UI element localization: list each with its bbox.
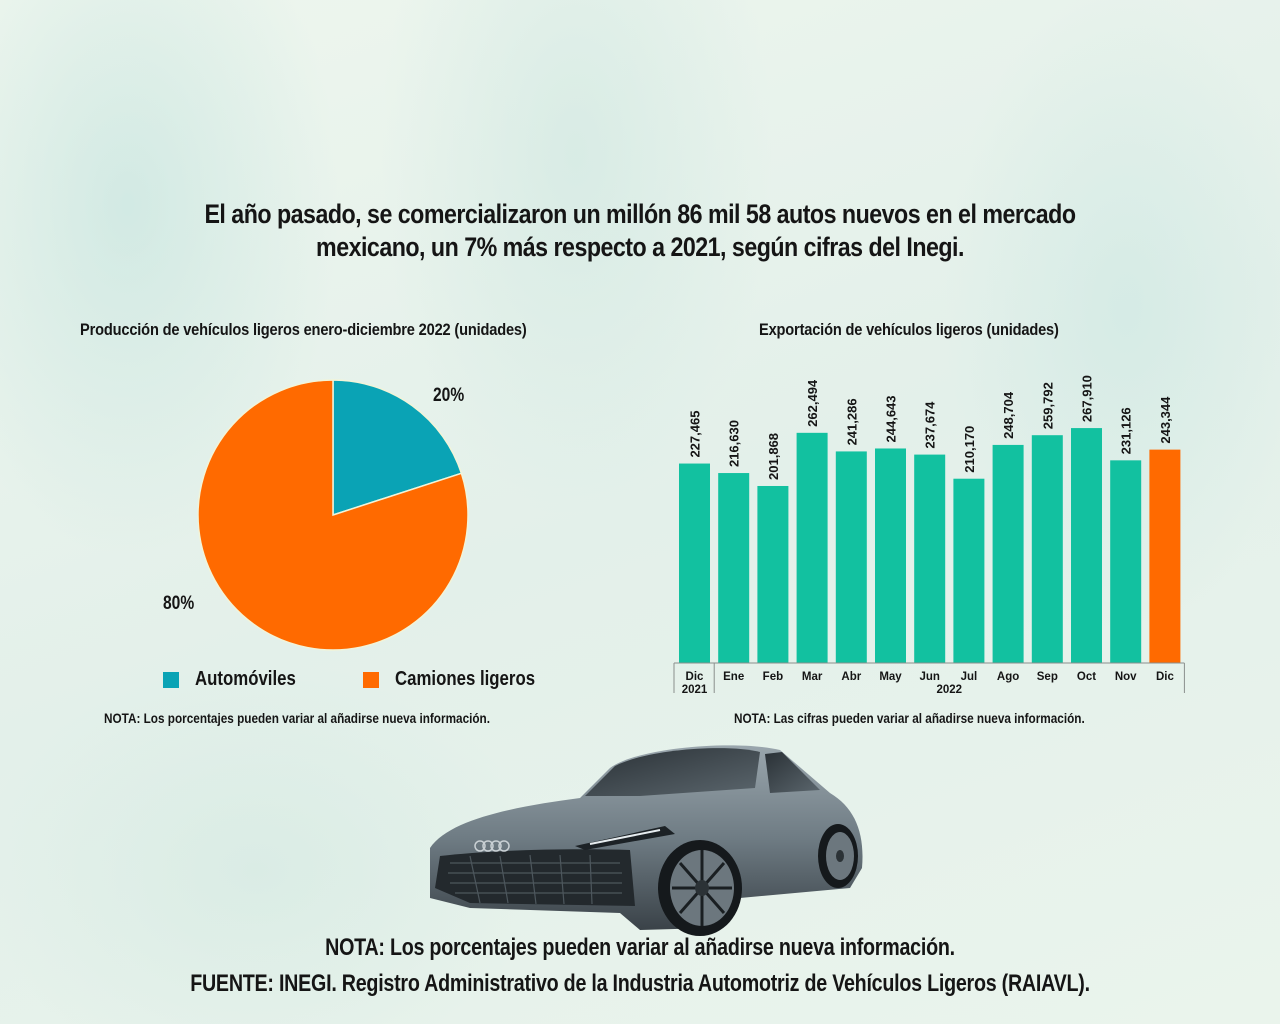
legend-swatch-orange [363,671,380,688]
footer-note: NOTA: Los porcentajes pueden variar al a… [325,934,955,961]
bar-11 [1110,460,1142,663]
bar-note: NOTA: Las cifras pueden variar al añadir… [734,710,1085,726]
bar-value-label: 210,170 [962,426,977,473]
bar-value-label: 201,868 [766,433,781,480]
car-wheel-front [658,840,742,936]
bar-4 [835,451,867,663]
bar-chart: 227,465 Dic 216,630 Ene 201,868 Feb 262,494 Mar… [673,375,1185,696]
footer-source: FUENTE: INEGI. Registro Administrativo d… [190,970,1090,997]
x-tick-label: Ago [997,671,1019,683]
bar-9 [1031,435,1063,663]
legend-item-camiones: Camiones ligeros [363,668,562,691]
bar-value-label: 267,910 [1080,375,1095,422]
x-tick-label: Jul [961,671,978,683]
legend-label: Automóviles [195,668,296,690]
pie-legend: Automóviles Camiones ligeros [163,668,600,691]
x-tick-label: May [879,671,902,683]
bar-value-label: 262,494 [805,379,820,427]
pie-label-camiones: 80% [163,593,195,614]
bar-value-label: 231,126 [1119,407,1134,454]
pie-note: NOTA: Los porcentajes pueden variar al a… [104,710,491,726]
x-tick-label: Ene [723,671,744,683]
bar-value-label: 259,792 [1040,382,1055,429]
pie-slice-autom-viles [332,379,463,517]
bar-8 [992,444,1024,663]
year-group-label: 2021 [682,684,708,696]
car-photo [430,745,863,936]
legend-item-automoviles: Automóviles [163,668,315,691]
legend-swatch-teal [163,671,179,688]
x-tick-label: Dic [686,671,705,683]
bar-value-label: 241,286 [844,398,859,445]
headline: El año pasado, se comercializaron un mil… [204,199,1076,262]
bar-7 [953,478,985,663]
bar-0 [679,463,710,663]
x-tick-label: Abr [841,671,861,683]
pie-chart-title: Producción de vehículos ligeros enero-di… [80,320,527,339]
bar-chart-title: Exportación de vehículos ligeros (unidad… [759,320,1059,339]
car-logo [474,840,510,852]
bar-10 [1071,428,1102,663]
x-tick-label: Dic [1156,671,1175,683]
footer: NOTA: Los porcentajes pueden variar al a… [0,930,1280,1002]
bar-value-label: 243,344 [1158,396,1173,444]
bar-value-label: 216,630 [727,420,742,467]
x-tick-label: Mar [802,671,823,683]
bar-12 [1149,449,1181,663]
x-tick-label: Jun [919,671,939,683]
car-body [430,745,863,930]
legend-label: Camiones ligeros [395,668,536,690]
x-tick-label: Feb [763,671,783,683]
pie-slice-camiones-ligeros [197,379,469,651]
bar-3 [796,432,828,663]
x-tick-label: Sep [1037,671,1058,683]
bar-1 [718,473,750,663]
pie-label-automoviles: 20% [433,385,465,406]
year-group-label: 2022 [937,684,963,696]
pie-chart [197,379,469,651]
x-tick-label: Oct [1077,671,1096,683]
bar-6 [914,454,946,663]
bar-2 [757,485,789,663]
bar-value-label: 237,674 [923,401,938,449]
bar-5 [875,448,906,663]
bar-value-label: 244,643 [884,395,899,442]
x-tick-label: Nov [1115,671,1137,683]
car-wheel-rear [818,824,858,888]
bar-value-label: 227,465 [688,411,703,458]
bar-value-label: 248,704 [1001,391,1016,439]
